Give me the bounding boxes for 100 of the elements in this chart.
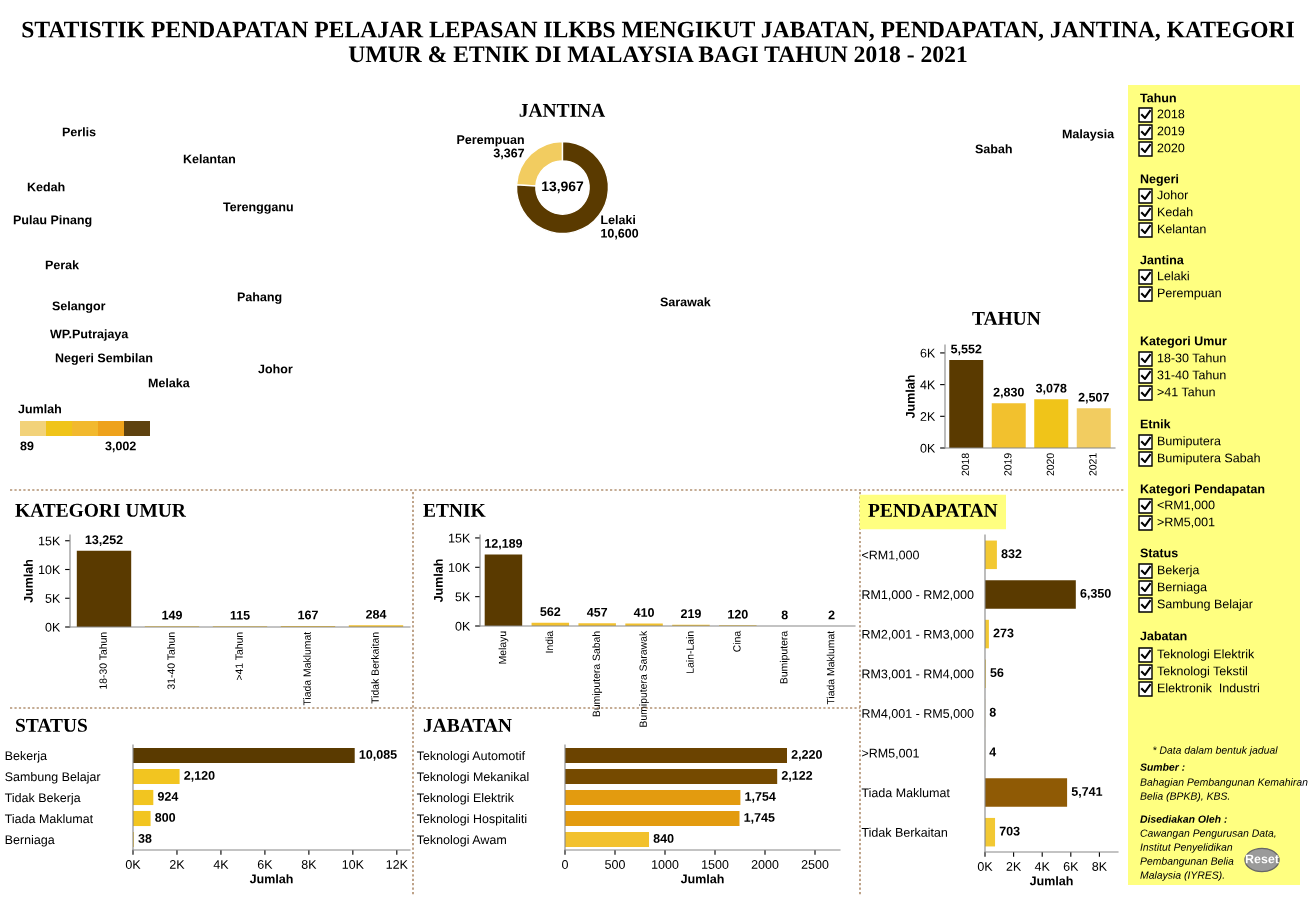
chart-title: JABATAN — [423, 718, 512, 732]
y-tick-label: >RM5,001 — [862, 748, 919, 760]
y-tick-label: 15K — [448, 533, 471, 543]
data-label: 115 — [230, 610, 250, 620]
text: 2019 — [1157, 126, 1185, 136]
text: Etnik — [1140, 419, 1171, 429]
y-tick-label: 0K — [455, 621, 471, 631]
x-tick-label: Tidak Berkaitan — [371, 632, 379, 704]
data-label: 924 — [157, 792, 179, 801]
text: <RM1,000 — [1157, 500, 1215, 511]
text: Kedah — [1158, 207, 1193, 217]
y-tick-label: Tidak Berkaitan — [861, 827, 948, 837]
text: Selangor — [52, 301, 106, 313]
x-tick-label: 8K — [1092, 862, 1107, 871]
y-tick-label: Teknologi Elektrik — [416, 792, 514, 805]
data-label: 840 — [653, 834, 674, 843]
text: Reset — [1245, 854, 1279, 864]
x-tick-label: 2000 — [751, 860, 779, 869]
text: Bumiputera — [1158, 436, 1221, 448]
text: Johor — [258, 364, 293, 374]
text: Pulau Pinang — [13, 215, 92, 227]
text: Cawangan Pengurusan Data, — [1140, 829, 1276, 839]
data-label: 56 — [990, 668, 1004, 678]
x-tick-label: 18-30 Tahun — [99, 632, 107, 689]
x-tick-label: 6K — [257, 860, 273, 869]
y-tick-label: Tiada Maklumat — [861, 788, 950, 798]
text: 2020 — [1157, 143, 1185, 153]
y-tick-label: Tiada Maklumat — [4, 813, 94, 824]
data-label: 219 — [680, 609, 701, 619]
text: Bekerja — [1158, 565, 1200, 577]
text: Jantina — [1140, 255, 1184, 265]
text: STATISTIK PENDAPATAN PELAJAR LEPASAN ILKBS MENGIKUT JABATAN, PENDAPATAN, JANTINA, KATEGORI UMUR & ETNIK DI MALAYSIA BAGI TAHUN 2018 - 2021 — [22, 21, 1294, 63]
x-tick-label: 2020 — [1046, 453, 1055, 476]
y-tick-label: 4K — [920, 380, 936, 390]
x-tick-label: 1000 — [652, 860, 679, 869]
x-tick-label: Lain-Lain — [686, 631, 694, 673]
x-tick-label: 10K — [342, 860, 364, 869]
data-label: 3,367 — [493, 148, 525, 160]
x-tick-label: 0K — [125, 860, 141, 869]
text: Sambung Belajar — [1157, 599, 1253, 611]
y-tick-label: 0K — [920, 443, 936, 453]
y-tick-label: Berniaga — [5, 834, 55, 847]
y-tick-label: RM4,001 - RM5,000 — [862, 709, 974, 720]
chart-title: TAHUN — [972, 311, 1041, 325]
data-label: 120 — [728, 609, 748, 619]
x-tick-label: Tiada Maklumat — [303, 631, 311, 706]
x-tick-label: Melayu — [498, 631, 509, 664]
text: Jumlah — [18, 404, 61, 414]
chart-title: PENDAPATAN — [868, 503, 998, 517]
data-label: 10,600 — [601, 228, 639, 240]
data-label: 2 — [828, 610, 835, 620]
x-tick-label: 2021 — [1089, 453, 1097, 476]
chart-title: JANTINA — [519, 103, 606, 117]
x-tick-label: 500 — [605, 860, 625, 869]
y-tick-label: 6K — [920, 348, 936, 358]
x-tick-label: 8K — [301, 860, 317, 869]
x-tick-label: Bumiputera — [779, 630, 790, 684]
text: Negeri — [1140, 174, 1179, 186]
x-axis-title: Jumlah — [680, 874, 724, 884]
text: Pembangunan Belia — [1140, 857, 1234, 867]
text: >RM5,001 — [1157, 517, 1215, 528]
x-tick-label: 2500 — [801, 860, 829, 869]
y-tick-label: Teknologi Awam — [416, 834, 506, 847]
data-label: 8 — [781, 610, 788, 620]
x-tick-label: 0K — [977, 862, 993, 871]
text: 2018 — [1157, 109, 1185, 119]
y-tick-label: 5K — [45, 594, 61, 603]
y-tick-label: <RM1,000 — [862, 550, 919, 561]
text: Kedah — [27, 182, 65, 192]
x-axis-title: Jumlah — [1029, 876, 1073, 886]
data-label: 13,252 — [85, 535, 123, 546]
y-tick-label: RM1,000 - RM2,000 — [862, 590, 974, 601]
x-tick-label: India — [545, 630, 554, 653]
y-tick-label: Tidak Bekerja — [4, 792, 81, 805]
x-axis-title: Jumlah — [249, 874, 293, 884]
y-tick-label: RM2,001 - RM3,000 — [862, 629, 974, 641]
data-label: 562 — [540, 607, 561, 617]
text: Teknologi Elektrik — [1157, 649, 1255, 661]
data-label: 8 — [989, 707, 996, 717]
x-tick-label: 2019 — [1004, 453, 1012, 476]
text: Johor — [1157, 190, 1189, 200]
text: 89 — [20, 441, 34, 451]
text: 3,002 — [105, 441, 136, 453]
text: Malaysia — [1062, 129, 1115, 141]
x-tick-label: 31-40 Tahun — [167, 632, 175, 690]
data-label: 3,078 — [1035, 383, 1067, 395]
x-tick-label: 4K — [1034, 862, 1050, 871]
y-axis-title: Jumlah — [905, 375, 915, 419]
text: >41 Tahun — [1157, 387, 1215, 397]
y-tick-label: Sambung Belajar — [5, 771, 101, 784]
data-label: 703 — [999, 826, 1020, 836]
chart-title: STATUS — [16, 718, 87, 732]
y-tick-label: 2K — [920, 412, 936, 421]
text: 13,967 — [542, 181, 584, 194]
y-tick-label: 0K — [45, 622, 61, 632]
text: Tahun — [1140, 93, 1176, 103]
text: Perlis — [62, 127, 96, 137]
text: Bahagian Pembangunan Kemahiran — [1140, 778, 1308, 788]
text: Elektronik Industri — [1158, 683, 1259, 693]
text: Melaka — [148, 378, 190, 388]
